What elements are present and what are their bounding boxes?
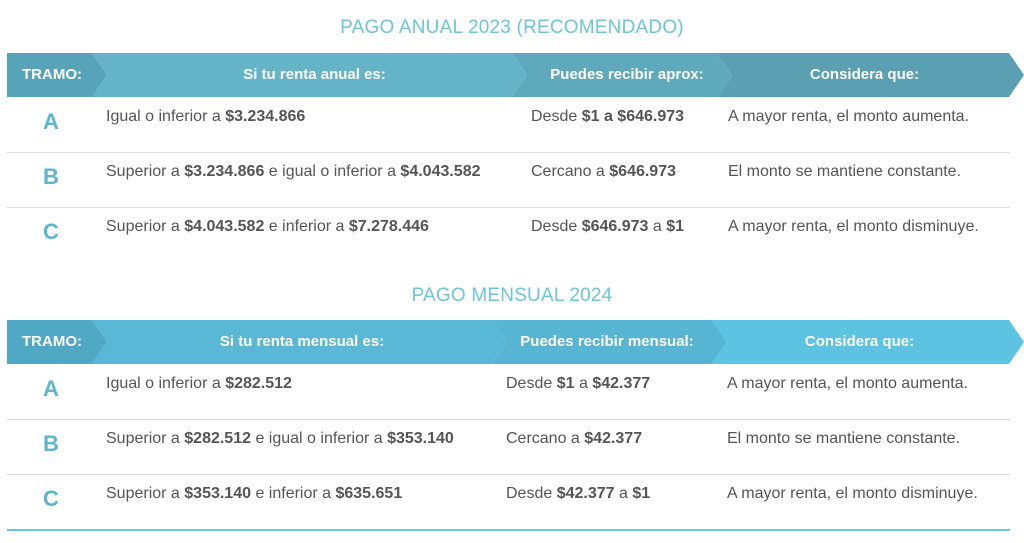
header-tramo: TRAMO: (22, 333, 82, 350)
table-row: B Superior a $3.234.866 e igual o inferi… (7, 152, 1010, 208)
table-mensual-title: PAGO MENSUAL 2024 (411, 285, 613, 306)
table-row: A Igual o inferior a $282.512 Desde $1 a… (7, 364, 1010, 420)
table-row: A Igual o inferior a $3.234.866 Desde $1… (7, 97, 1010, 153)
header-recibir: Puedes recibir mensual: (520, 333, 694, 350)
header-tramo: TRAMO: (22, 66, 82, 83)
table-row: B Superior a $282.512 e igual o inferior… (7, 419, 1010, 475)
table-anual-header: TRAMO: Si tu renta anual es: Puedes reci… (7, 53, 1024, 97)
considera-cell: A mayor renta, el monto aumenta. (727, 375, 969, 392)
considera-cell: A mayor renta, el monto disminuye. (727, 485, 978, 502)
renta-cell: Superior a $282.512 e igual o inferior a… (106, 430, 454, 447)
renta-cell: Igual o inferior a $282.512 (106, 375, 292, 392)
recibir-cell: Cercano a $42.377 (506, 430, 643, 447)
header-renta: Si tu renta mensual es: (219, 333, 385, 350)
renta-cell: Superior a $353.140 e inferior a $635.65… (106, 485, 403, 502)
considera-cell: El monto se mantiene constante. (727, 430, 961, 447)
tramo-letter: B (43, 164, 59, 189)
considera-cell: A mayor renta, el monto disminuye. (728, 218, 979, 235)
recibir-cell: Desde $1 a $646.973 (531, 108, 685, 125)
renta-cell: Igual o inferior a $3.234.866 (106, 108, 306, 125)
table-mensual-header-bg (7, 320, 1024, 364)
header-renta: Si tu renta anual es: (243, 66, 386, 83)
renta-cell: Superior a $3.234.866 e igual o inferior… (106, 163, 481, 180)
recibir-cell: Desde $1 a $42.377 (506, 375, 651, 392)
table-row: C Superior a $353.140 e inferior a $635.… (7, 474, 1010, 531)
tramo-letter: B (43, 431, 59, 456)
table-mensual-header: TRAMO: Si tu renta mensual es: Puedes re… (7, 320, 1024, 364)
table-anual-header-bg (7, 53, 1024, 97)
tramo-letter: A (43, 376, 59, 401)
recibir-cell: Desde $646.973 a $1 (531, 218, 685, 235)
recibir-cell: Cercano a $646.973 (531, 163, 676, 180)
header-recibir: Puedes recibir aprox: (550, 66, 704, 83)
considera-cell: A mayor renta, el monto aumenta. (728, 108, 970, 125)
table-anual-title: PAGO ANUAL 2023 (RECOMENDADO) (340, 17, 684, 38)
considera-cell: El monto se mantiene constante. (728, 163, 962, 180)
renta-cell: Superior a $4.043.582 e inferior a $7.27… (106, 218, 429, 235)
table-row: C Superior a $4.043.582 e inferior a $7.… (7, 207, 1010, 262)
recibir-cell: Desde $42.377 a $1 (506, 485, 651, 502)
tramo-letter: A (43, 109, 59, 134)
header-considera: Considera que: (804, 333, 915, 350)
header-considera: Considera que: (809, 66, 920, 83)
tramo-letter: C (43, 486, 59, 511)
tramo-letter: C (43, 219, 59, 244)
